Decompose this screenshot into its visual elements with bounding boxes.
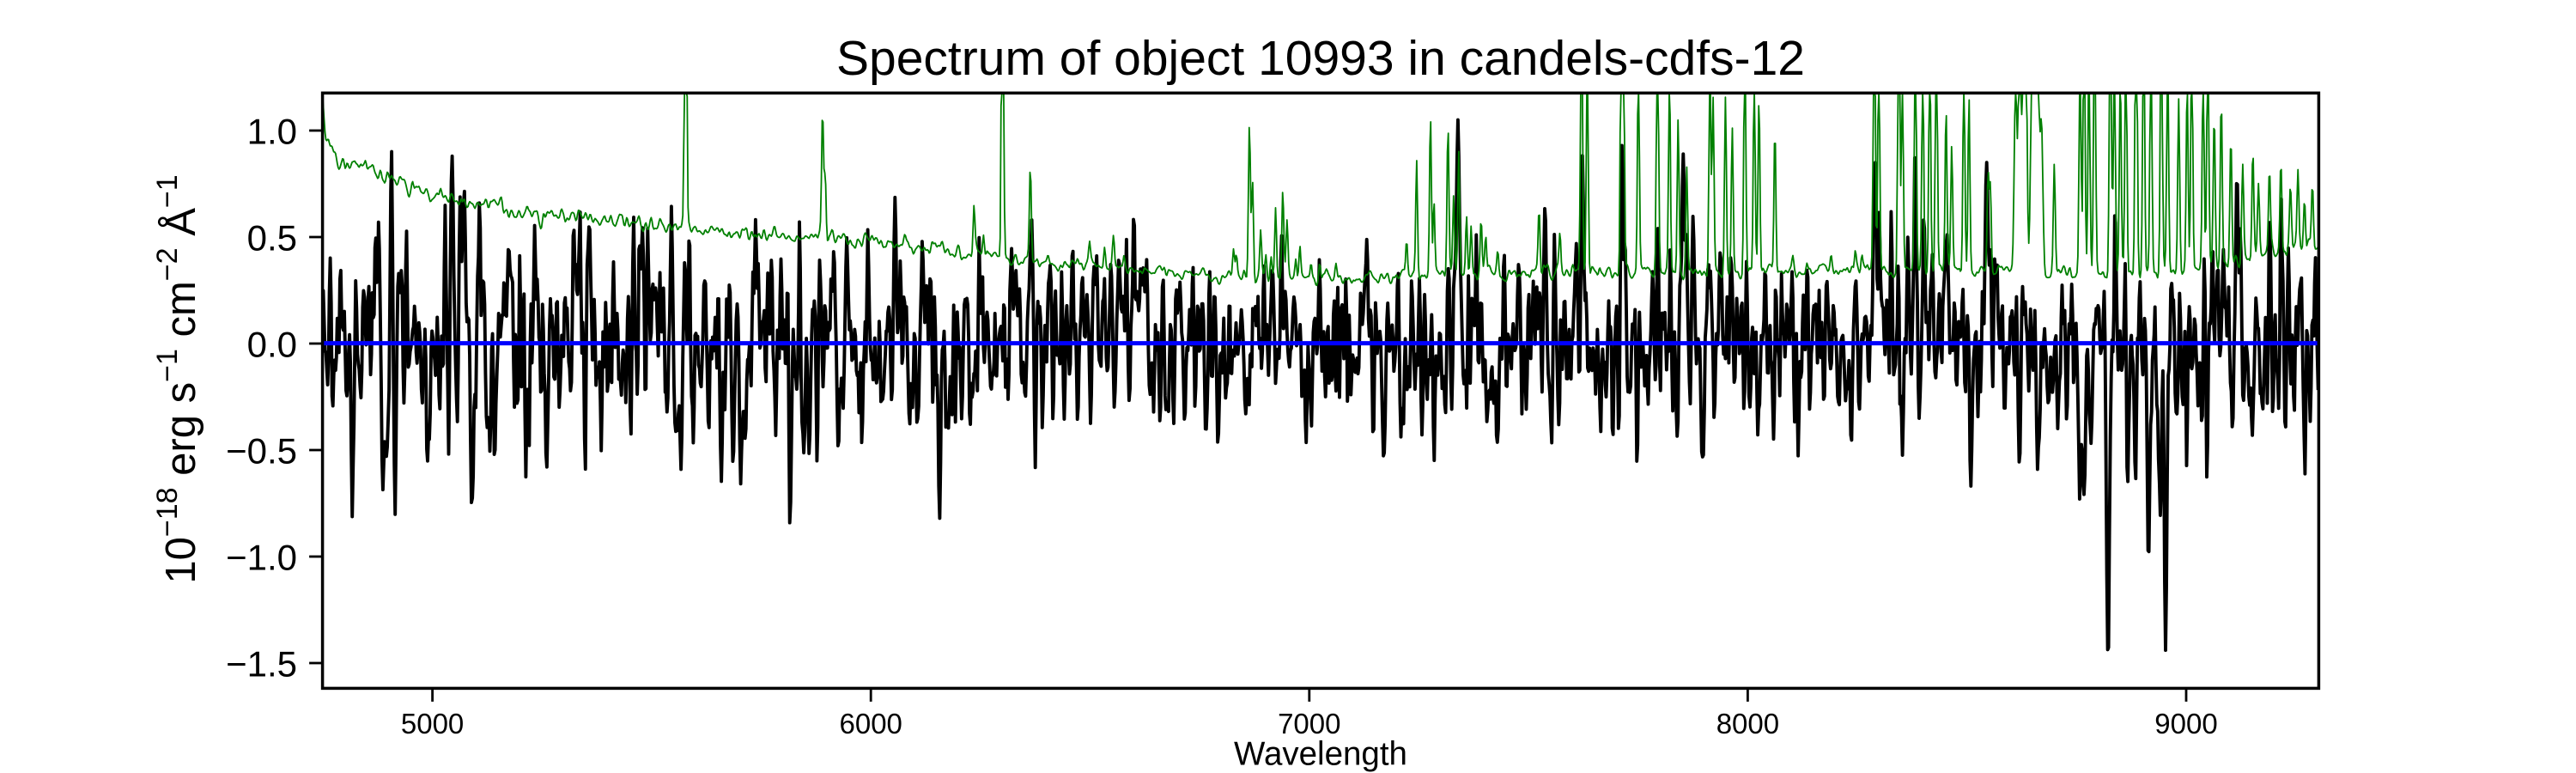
- svg-text:0.5: 0.5: [247, 217, 297, 258]
- svg-text:−0.5: −0.5: [226, 430, 297, 471]
- svg-text:6000: 6000: [839, 708, 902, 740]
- svg-text:−1.5: −1.5: [226, 643, 297, 684]
- svg-text:7000: 7000: [1278, 708, 1340, 740]
- svg-text:0.0: 0.0: [247, 324, 297, 364]
- svg-text:−1.0: −1.0: [226, 537, 297, 577]
- svg-text:Spectrum of object 10993 in ca: Spectrum of object 10993 in candels-cdfs…: [836, 31, 1805, 86]
- svg-text:9000: 9000: [2154, 708, 2217, 740]
- svg-text:5000: 5000: [401, 708, 464, 740]
- svg-text:8000: 8000: [1716, 708, 1779, 740]
- svg-text:Wavelength: Wavelength: [1234, 736, 1407, 773]
- svg-text:1.0: 1.0: [247, 111, 297, 151]
